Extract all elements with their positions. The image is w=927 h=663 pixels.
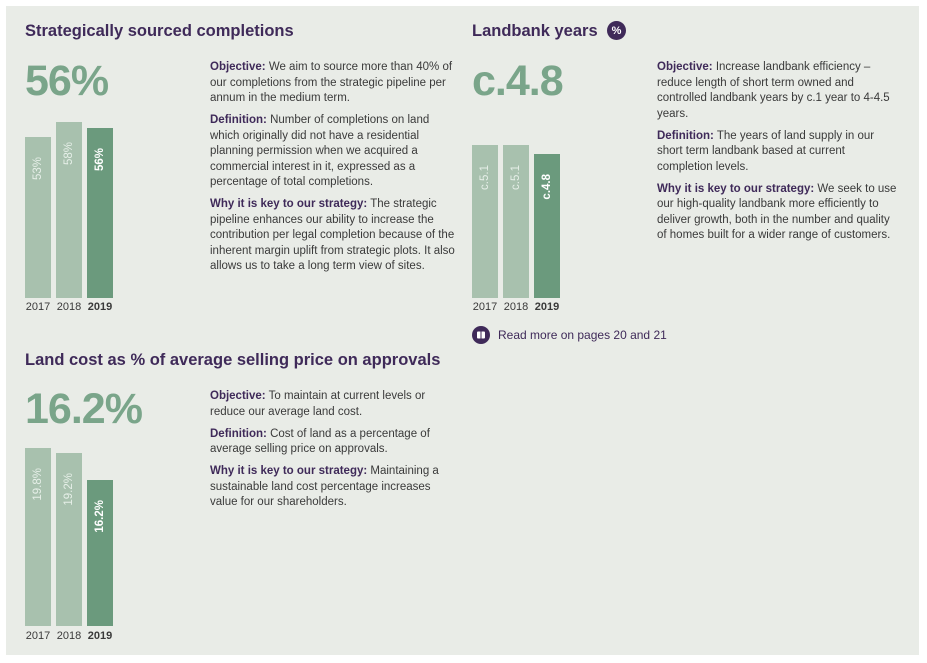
landcost-objective: Objective: To maintain at current levels… bbox=[210, 389, 458, 420]
sourced-definition: Definition: Number of completions on lan… bbox=[210, 113, 458, 191]
landcost-year-2017: 2017 bbox=[25, 630, 51, 642]
sourced-year-2017: 2017 bbox=[25, 301, 51, 313]
landbank-definition-text: The years of land supply in our short te… bbox=[657, 129, 875, 173]
landbank-why-text: We seek to use our high-quality landbank… bbox=[657, 182, 897, 242]
landbank-title: Landbank years bbox=[472, 22, 598, 40]
sourced-objective-label: Objective: bbox=[210, 61, 266, 73]
landcost-definition-label: Definition: bbox=[210, 427, 267, 440]
landcost-description: Objective: To maintain at current levels… bbox=[210, 389, 458, 517]
read-more-text: Read more on pages 20 and 21 bbox=[498, 328, 667, 342]
sourced-description: Objective: We aim to source more than 40… bbox=[210, 60, 458, 281]
landcost-bar-2019: 16.2% bbox=[87, 480, 113, 626]
landcost-definition: Definition: Cost of land as a percentage… bbox=[210, 427, 458, 458]
landbank-definition: Definition: The years of land supply in … bbox=[657, 129, 901, 176]
landbank-why: Why it is key to our strategy: We seek t… bbox=[657, 182, 901, 244]
sourced-definition-label: Definition: bbox=[210, 114, 267, 126]
landbank-bar-chart: c.5.1 c.5.1 c.4.8 bbox=[472, 145, 572, 298]
landbank-objective-text: Increase landbank efficiency – reduce le… bbox=[657, 61, 890, 120]
landcost-objective-text: To maintain at current levels or reduce … bbox=[210, 390, 426, 418]
landcost-bar-chart: 19.8% 19.2% 16.2% bbox=[25, 448, 125, 626]
sourced-why-text: The strategic pipeline enhances our abil… bbox=[210, 198, 455, 272]
sourced-year-2018: 2018 bbox=[56, 301, 82, 313]
book-icon bbox=[472, 326, 490, 344]
sourced-title: Strategically sourced completions bbox=[25, 22, 294, 40]
landbank-big-value: c.4.8 bbox=[472, 57, 564, 105]
landcost-title: Land cost as % of average selling price … bbox=[25, 351, 441, 369]
sourced-year-2019: 2019 bbox=[87, 301, 113, 313]
landbank-bar-2017: c.5.1 bbox=[472, 145, 498, 298]
sourced-bar-2018-label: 58% bbox=[63, 142, 75, 166]
percent-badge-icon: % bbox=[607, 21, 626, 40]
landcost-bar-2017-label: 19.8% bbox=[32, 468, 44, 501]
landcost-objective-label: Objective: bbox=[210, 390, 266, 402]
landbank-definition-label: Definition: bbox=[657, 129, 714, 142]
landcost-definition-text: Cost of land as a percentage of average … bbox=[210, 427, 430, 456]
landbank-bar-2019-label: c.4.8 bbox=[541, 174, 553, 200]
landcost-year-2018: 2018 bbox=[56, 630, 82, 642]
landbank-bar-2019: c.4.8 bbox=[534, 154, 560, 298]
sourced-objective: Objective: We aim to source more than 40… bbox=[210, 60, 458, 107]
landcost-why-text: Maintaining a sustainable land cost perc… bbox=[210, 465, 439, 508]
landcost-why: Why it is key to our strategy: Maintaini… bbox=[210, 464, 458, 511]
landbank-bar-2017-label: c.5.1 bbox=[479, 165, 491, 190]
sourced-bar-2017: 53% bbox=[25, 137, 51, 298]
sourced-why: Why it is key to our strategy: The strat… bbox=[210, 197, 458, 275]
landbank-bar-2018: c.5.1 bbox=[503, 145, 529, 298]
read-more-link[interactable]: Read more on pages 20 and 21 bbox=[472, 326, 667, 344]
landbank-year-2017: 2017 bbox=[472, 301, 498, 313]
sourced-big-value: 56% bbox=[25, 57, 109, 105]
sourced-definition-text: Number of completions on land which orig… bbox=[210, 114, 430, 188]
landcost-why-label: Why it is key to our strategy: bbox=[210, 465, 368, 477]
landbank-why-label: Why it is key to our strategy: bbox=[657, 182, 815, 195]
landbank-bar-2018-label: c.5.1 bbox=[510, 165, 522, 190]
sourced-bar-2019: 56% bbox=[87, 128, 113, 298]
landbank-description: Objective: Increase landbank efficiency … bbox=[657, 60, 901, 250]
kpi-panel bbox=[6, 6, 919, 655]
landbank-objective: Objective: Increase landbank efficiency … bbox=[657, 60, 901, 122]
landbank-year-2018: 2018 bbox=[503, 301, 529, 313]
landcost-bar-2019-label: 16.2% bbox=[94, 500, 106, 533]
landcost-bar-2018: 19.2% bbox=[56, 453, 82, 626]
landcost-big-value: 16.2% bbox=[25, 385, 143, 433]
sourced-why-label: Why it is key to our strategy: bbox=[210, 198, 368, 210]
sourced-bar-2017-label: 53% bbox=[32, 157, 44, 181]
landbank-year-2019: 2019 bbox=[534, 301, 560, 313]
landcost-bar-2017: 19.8% bbox=[25, 448, 51, 626]
sourced-bar-2018: 58% bbox=[56, 122, 82, 298]
landcost-year-2019: 2019 bbox=[87, 630, 113, 642]
sourced-bar-2019-label: 56% bbox=[94, 148, 106, 172]
landcost-bar-2018-label: 19.2% bbox=[63, 473, 75, 506]
sourced-bar-chart: 53% 58% 56% bbox=[25, 122, 125, 298]
landbank-objective-label: Objective: bbox=[657, 61, 713, 73]
sourced-objective-text: We aim to source more than 40% of our co… bbox=[210, 61, 453, 104]
